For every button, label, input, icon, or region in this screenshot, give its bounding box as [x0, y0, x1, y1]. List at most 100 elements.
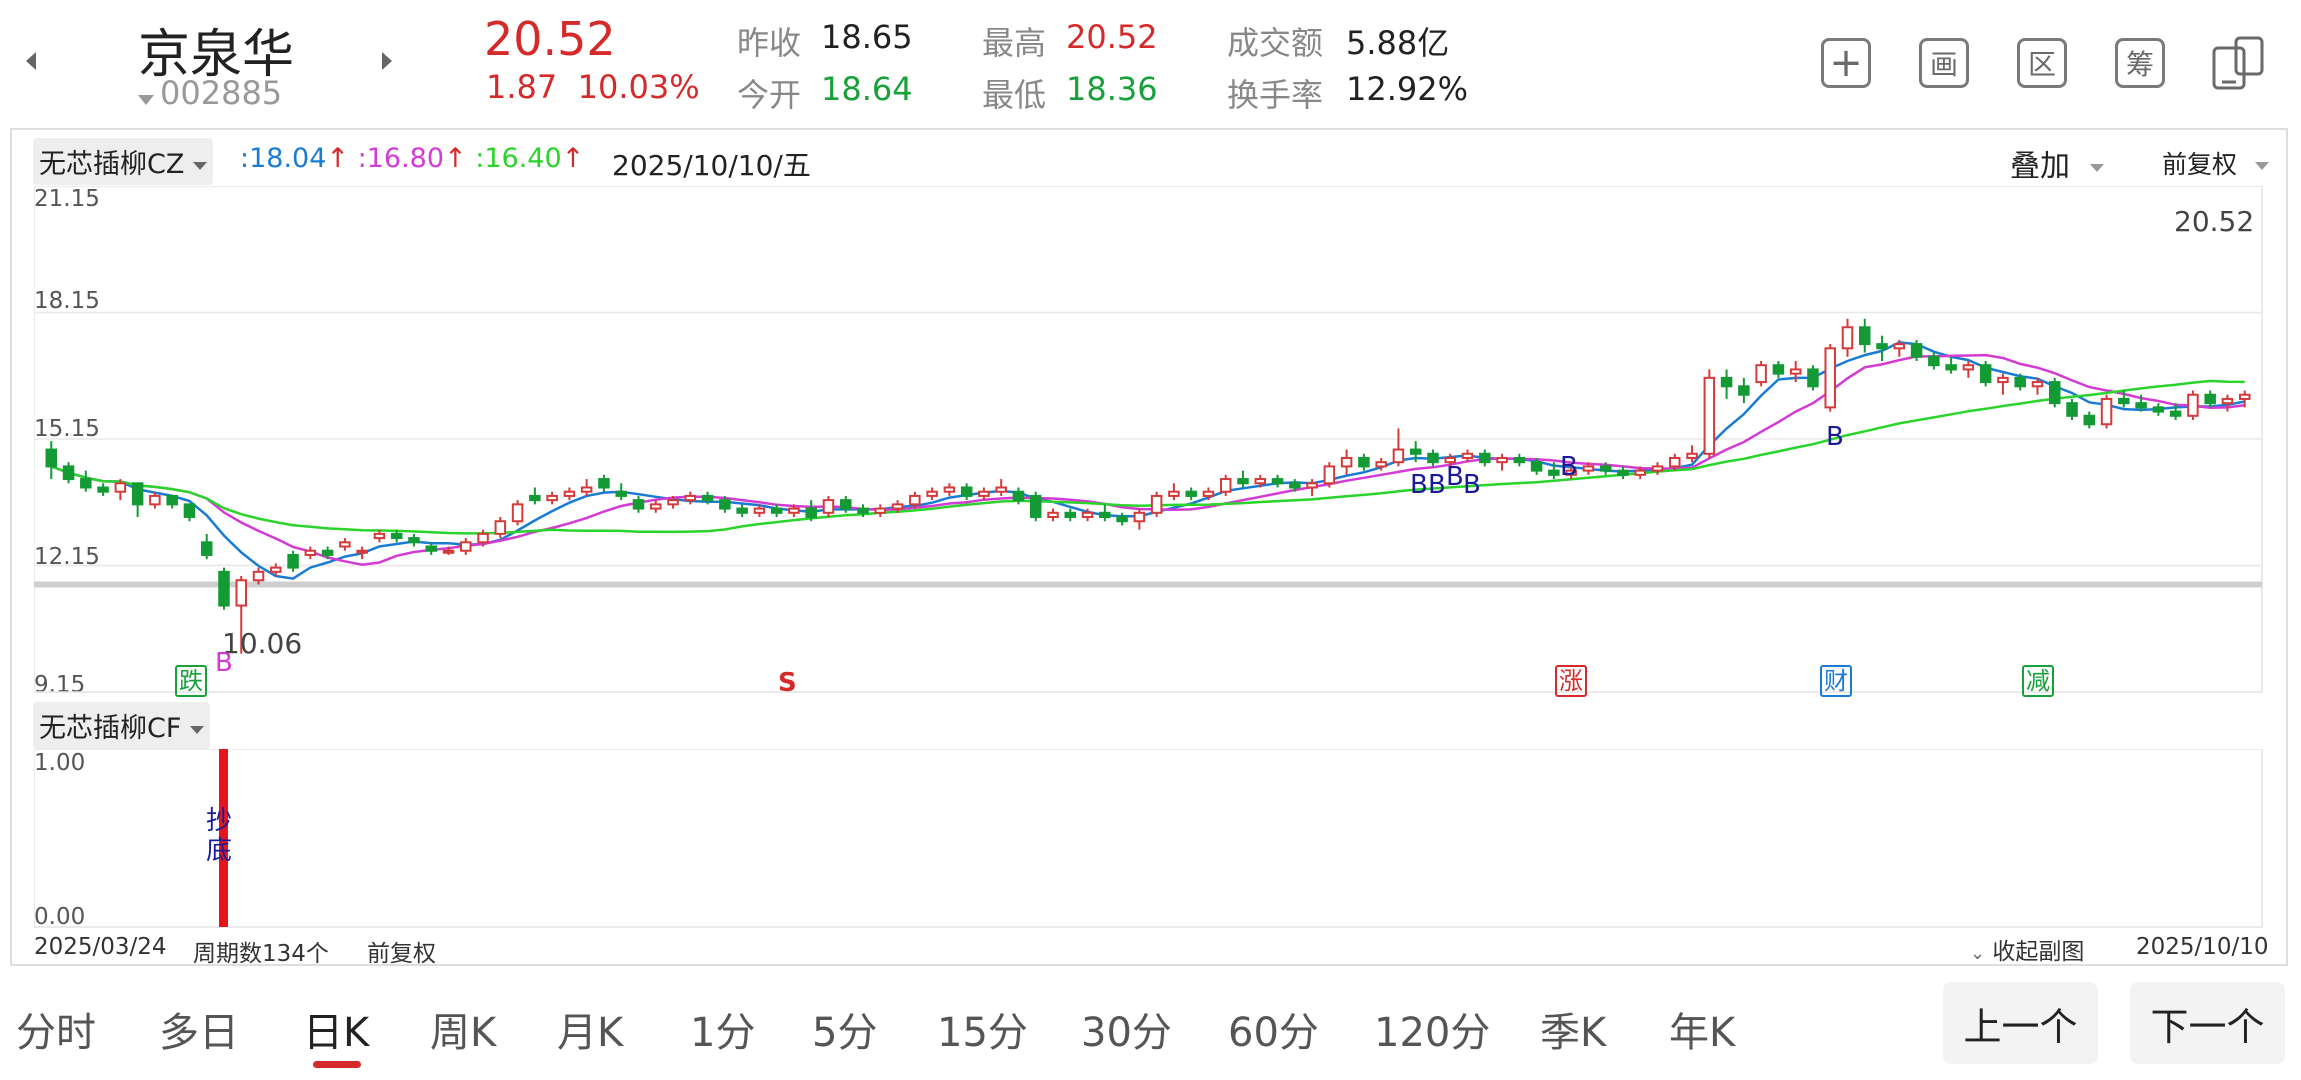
chip-icon[interactable]: 筹: [2115, 38, 2165, 88]
prev-button[interactable]: 上一个: [1943, 982, 2098, 1064]
candle-body: [339, 541, 351, 548]
collapse-subchart-button[interactable]: ⌄ 收起副图: [1970, 932, 2084, 966]
y-tick-label: 15.15: [34, 416, 100, 442]
stock-code: 002885: [160, 74, 283, 112]
candle-body: [2135, 402, 2147, 409]
candle-body: [62, 465, 75, 481]
candle-body: [822, 499, 835, 514]
stat-label-prev-close: 昨收: [737, 24, 802, 62]
tab-5min[interactable]: 5分: [812, 1010, 878, 1056]
candle-body: [2221, 397, 2234, 405]
ma1-value: :18.04: [240, 143, 327, 174]
stat-value-open: 18.64: [821, 70, 913, 108]
current-price: 20.52: [484, 12, 616, 66]
candle-body: [1824, 347, 1836, 409]
stat-label-open: 今开: [737, 76, 802, 114]
low-price-marker: 10.06: [222, 627, 303, 660]
plus-glyph: +: [1829, 40, 1863, 86]
candle-body: [2048, 381, 2061, 405]
candle-body: [1841, 326, 1854, 350]
candle-body: [1634, 469, 1646, 476]
candle-body: [2066, 402, 2078, 417]
candle-body: [943, 486, 956, 493]
tab-niank[interactable]: 年K: [1669, 1010, 1736, 1056]
stat-label-low: 最低: [982, 76, 1047, 114]
adjust-label: 前复权: [2162, 150, 2238, 179]
candle-body: [1997, 376, 2009, 384]
candle-body: [1772, 364, 1785, 375]
tab-60min[interactable]: 60分: [1228, 1010, 1319, 1056]
candle-body: [1530, 461, 1543, 472]
candle-body: [1271, 478, 1284, 485]
footer-adjust: 前复权: [367, 941, 436, 967]
rotate-screen-icon[interactable]: [2210, 34, 2266, 92]
next-stock-arrow[interactable]: [382, 52, 392, 70]
draw-icon[interactable]: 画: [1919, 38, 1969, 88]
code-dropdown[interactable]: 002885: [138, 74, 282, 112]
chevron-down-icon: ⌄: [1970, 943, 1986, 964]
period-count: 周期数134个: [193, 941, 329, 967]
candle-body: [287, 553, 299, 569]
candle-body: [218, 570, 230, 607]
tab-zhouk[interactable]: 周K: [430, 1010, 497, 1056]
stat-value-prev-close: 18.65: [821, 18, 913, 56]
adjust-dropdown[interactable]: 前复权: [2162, 145, 2269, 181]
candle-body: [1582, 465, 1595, 472]
range-icon[interactable]: 区: [2017, 38, 2067, 88]
candle-body: [1910, 343, 1923, 358]
candle-body: [1444, 456, 1456, 464]
candle-body: [736, 507, 748, 514]
ma-line-ma2: [50, 353, 2245, 566]
candle-body: [442, 549, 455, 554]
ma-line-ma3: [50, 379, 2245, 535]
candle-body: [270, 566, 282, 573]
candle-body: [1599, 465, 1612, 472]
candle-body: [200, 541, 213, 556]
current-date: 2025/10/10/五: [612, 149, 811, 182]
sub-chart[interactable]: [34, 749, 2264, 929]
candle-body: [2083, 414, 2096, 426]
buy-marker: B: [1463, 470, 1481, 500]
tab-1min[interactable]: 1分: [690, 1010, 756, 1056]
candle-body: [511, 503, 524, 523]
plus-square-icon[interactable]: +: [1821, 38, 1871, 88]
candle-body: [2100, 397, 2113, 426]
candle-body: [1133, 511, 1146, 523]
candle-body: [373, 532, 386, 540]
candle-body: [684, 494, 697, 502]
candle-body: [494, 520, 507, 535]
candle-body: [1289, 482, 1301, 489]
tab-rik[interactable]: 日K: [303, 1010, 370, 1056]
stat-value-low: 18.36: [1066, 70, 1158, 108]
tab-jik[interactable]: 季K: [1540, 1010, 1607, 1056]
ma-values: :18.04↑ :16.80↑ :16.40↑: [240, 143, 584, 174]
change-value: 1.87: [486, 68, 558, 106]
sub-chart-border: [34, 749, 2263, 928]
tab-fenshi[interactable]: 分时: [16, 1010, 96, 1056]
candle-body: [1237, 478, 1249, 485]
y-tick-label: 9.15: [34, 672, 86, 698]
next-button[interactable]: 下一个: [2130, 982, 2285, 1064]
buy-marker: B: [1428, 470, 1446, 500]
candle-body: [1064, 511, 1077, 519]
candle-body: [1859, 326, 1871, 346]
candlestick-chart[interactable]: [34, 186, 2264, 694]
price-change: 1.87 10.03%: [486, 68, 700, 106]
main-indicator-selector[interactable]: 无芯插柳CZ: [33, 138, 213, 185]
range-label: 区: [2027, 48, 2056, 81]
overlay-dropdown[interactable]: 叠加: [2010, 141, 2104, 185]
candle-body: [1340, 456, 1353, 468]
prev-stock-arrow[interactable]: [26, 52, 36, 70]
stat-value-turnover-amount: 5.88亿: [1346, 24, 1450, 62]
candle-body: [840, 499, 852, 510]
tab-120min[interactable]: 120分: [1374, 1010, 1491, 1056]
stat-value-turnover-rate: 12.92%: [1346, 70, 1469, 108]
tab-15min[interactable]: 15分: [937, 1010, 1028, 1056]
candle-body: [131, 482, 144, 506]
candle-body: [2152, 406, 2165, 413]
tab-30min[interactable]: 30分: [1081, 1010, 1172, 1056]
sub-indicator-name: 无芯插柳CF: [39, 713, 182, 744]
tab-duori[interactable]: 多日: [159, 1010, 239, 1056]
tab-yuek[interactable]: 月K: [557, 1010, 624, 1056]
sub-indicator-selector[interactable]: 无芯插柳CF: [33, 702, 210, 749]
